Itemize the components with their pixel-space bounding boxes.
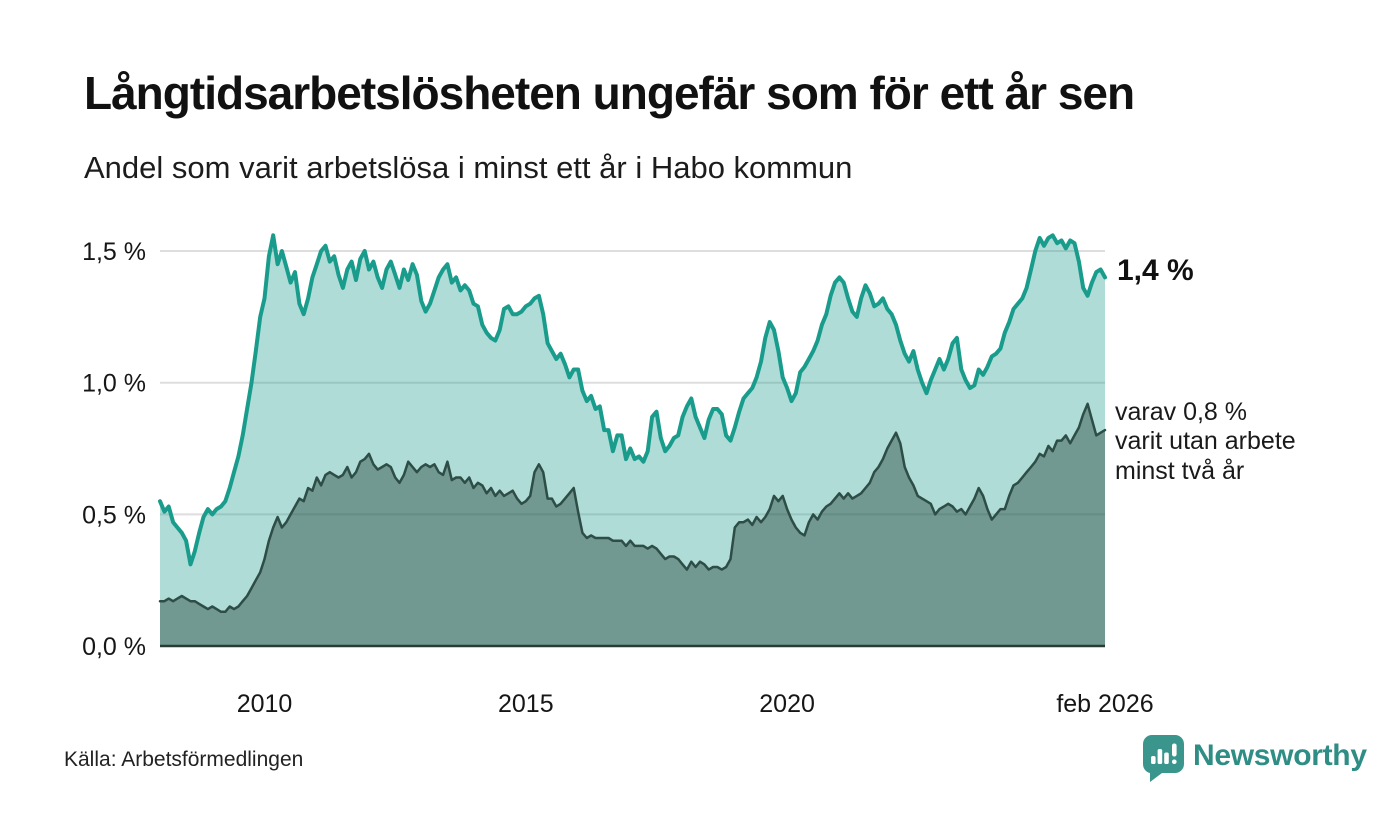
two-year-annotation: varav 0,8 % varit utan arbete minst två …: [1115, 398, 1296, 486]
newsworthy-logo-icon: [1143, 735, 1184, 782]
two-year-annotation-line2: varit utan arbete: [1115, 427, 1296, 456]
series-area-0: [160, 235, 1105, 647]
two-year-annotation-line1: varav 0,8 %: [1115, 398, 1248, 426]
x-tick-label: feb 2026: [1056, 690, 1153, 718]
page-title: Långtidsarbetslösheten ungefär som för e…: [84, 67, 1135, 119]
x-tick-label: 2010: [237, 690, 293, 718]
two-year-annotation-line3: minst två år: [1115, 456, 1245, 485]
series-line-1: [158, 402, 1107, 614]
chart-subtitle: Andel som varit arbetslösa i minst ett å…: [84, 150, 853, 185]
newsworthy-brand: Newsworthy: [1143, 735, 1367, 782]
x-tick-label: 2020: [759, 690, 815, 718]
y-tick-label: 1,0 %: [82, 370, 146, 398]
y-tick-label: 0,0 %: [82, 633, 146, 661]
source-attribution: Källa: Arbetsförmedlingen: [64, 748, 304, 771]
y-tick-label: 0,5 %: [82, 501, 146, 529]
latest-value-annotation: 1,4 %: [1117, 254, 1194, 287]
series-area-1: [160, 403, 1105, 646]
y-tick-label: 1,5 %: [82, 238, 146, 266]
series-line-0: [158, 233, 1107, 567]
x-tick-label: 2015: [498, 690, 554, 718]
newsworthy-wordmark: Newsworthy: [1193, 738, 1367, 772]
